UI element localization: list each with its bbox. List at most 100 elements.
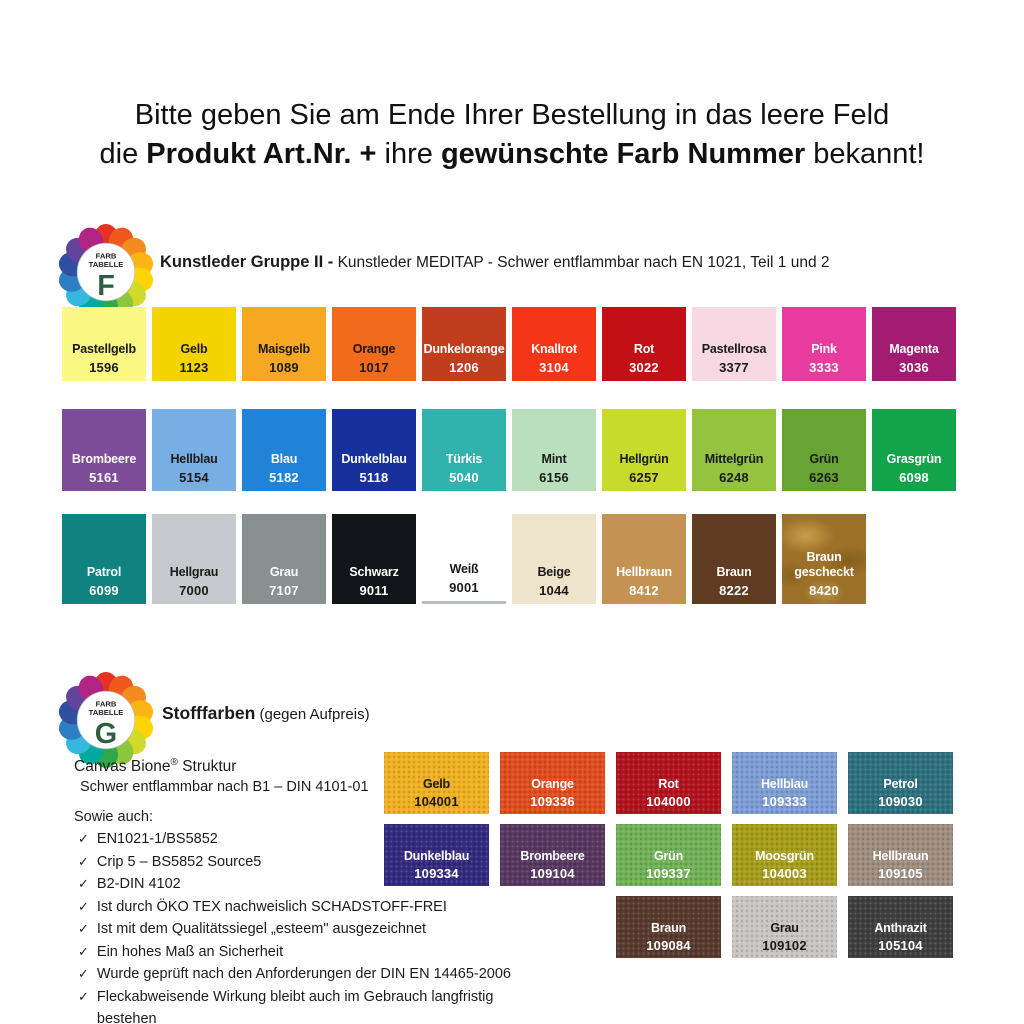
svg-text:FARB: FARB (96, 700, 117, 709)
swatch-code: 6156 (539, 470, 569, 485)
swatch-gelb-1123: Gelb 1123 (152, 307, 236, 381)
swatch-code: 109030 (878, 794, 923, 809)
certification-item: ✓ EN1021-1/BS5852 (74, 828, 544, 851)
list-intro: Sowie auch: (74, 809, 153, 826)
swatch-name: Rot (658, 776, 679, 791)
certification-text: Ein hohes Maß an Sicherheit (96, 943, 284, 960)
swatch-hellblau-5154: Hellblau 5154 (152, 409, 236, 491)
certification-item: ✓ B2-DIN 4102 (74, 873, 544, 896)
swatch-code: 5154 (179, 470, 209, 485)
swatch-braun-8222: Braun 8222 (692, 514, 776, 604)
swatch-name: Moosgrün (755, 848, 814, 863)
swatch-name: Hellgrau (169, 564, 219, 579)
swatch-row: Brombeere 5161 Hellblau 5154 Blau 5182 Dunkelb… (62, 409, 956, 491)
instruction-line1: Bitte geben Sie am Ende Ihrer Bestellung… (134, 99, 890, 131)
swatch-name: Hellblau (760, 776, 809, 791)
swatch-mint-6156: Mint 6156 (512, 409, 596, 491)
swatch-name: Gelb (180, 341, 208, 356)
farbtabelle-g-logo: FARB TABELLE G (58, 672, 154, 768)
swatch-orange-109336: Orange 109336 (500, 752, 605, 814)
swatch-name: Pastellrosa (701, 341, 767, 356)
swatch-code: 5182 (269, 470, 299, 485)
kunstleder-swatch-grid: Pastellgelb 1596 Gelb 1123 Maisgelb 1089 Orang… (62, 307, 956, 604)
certification-list: ✓ EN1021-1/BS5852 ✓ Crip 5 – BS5852 Source5… (74, 828, 544, 1024)
swatch-row: Gelb 104001 Orange 109336 Rot 104000 Hellblau 1… (384, 752, 953, 814)
swatch-braun-gescheckt-8420: Braun gescheckt 8420 (782, 514, 866, 604)
swatch-name: Schwarz (349, 564, 399, 579)
section-g-title: Stofffarben (gegen Aufpreis) (162, 703, 370, 723)
swatch-name: Rot (633, 341, 655, 356)
swatch-hellgr-n-6257: Hellgrün 6257 (602, 409, 686, 491)
certification-item: ✓ Ist durch ÖKO TEX nachweislich SCHADSTO… (74, 896, 544, 919)
swatch-row: Pastellgelb 1596 Gelb 1123 Maisgelb 1089 Orang… (62, 307, 956, 381)
swatch-brombeere-109104: Brombeere 109104 (500, 824, 605, 886)
swatch-name: Patrol (86, 564, 122, 579)
swatch-hellblau-109333: Hellblau 109333 (732, 752, 837, 814)
svg-text:F: F (97, 270, 115, 302)
swatch-code: 6257 (629, 470, 659, 485)
swatch-name: Pastellgelb (72, 341, 136, 356)
swatch-rot-104000: Rot 104000 (616, 752, 721, 814)
swatch-code: 6263 (809, 470, 839, 485)
swatch-code: 3333 (809, 360, 839, 375)
swatch-moosgr-n-104003: Moosgrün 104003 (732, 824, 837, 886)
swatch-name: Braun (716, 564, 752, 579)
swatch-code: 104000 (646, 794, 691, 809)
certification-text: EN1021-1/BS5852 (96, 831, 218, 848)
canvas-subheading: Schwer entflammbar nach B1 – DIN 4101-01 (80, 779, 369, 796)
swatch-code: 1596 (89, 360, 119, 375)
swatch-row: Dunkelblau 109334 Brombeere 109104 Grün 10933… (384, 824, 953, 886)
swatch-code: 109333 (762, 794, 807, 809)
certification-text: Crip 5 – BS5852 Source5 (96, 853, 262, 870)
swatch-name: Hellbraun (872, 848, 929, 863)
swatch-code: 5118 (359, 470, 389, 485)
certification-text: Fleckabweisende Wirkung bleibt auch im G… (96, 988, 494, 1024)
swatch-row: Braun 109084 Grau 109102 Anthrazit 105104 (384, 896, 953, 958)
swatch-schwarz-9011: Schwarz 9011 (332, 514, 416, 604)
swatch-name: Brombeere (71, 451, 137, 466)
swatch-code: 1044 (539, 583, 569, 598)
swatch-code: 1123 (179, 360, 209, 375)
swatch-dunkelblau-109334: Dunkelblau 109334 (384, 824, 489, 886)
swatch-code: 9001 (449, 580, 479, 595)
swatch-name: Orange (352, 341, 396, 356)
swatch-grau-109102: Grau 109102 (732, 896, 837, 958)
swatch-name: Brombeere (520, 848, 585, 863)
swatch-gelb-104001: Gelb 104001 (384, 752, 489, 814)
certification-item: ✓ Ein hohes Maß an Sicherheit (74, 941, 544, 964)
swatch-knallrot-3104: Knallrot 3104 (512, 307, 596, 381)
swatch-code: 109334 (414, 866, 459, 881)
order-instruction-text: Bitte geben Sie am Ende Ihrer Bestellung… (0, 96, 1024, 174)
canvas-info-block: Canvas Bione® Struktur Schwer entflammba… (74, 757, 544, 1024)
checkmark-icon: ✓ (78, 921, 89, 937)
swatch-name: Hellblau (170, 451, 218, 466)
swatch-brombeere-5161: Brombeere 5161 (62, 409, 146, 491)
swatch-name: Maisgelb (258, 341, 310, 356)
section-f-title: Kunstleder Gruppe II - Kunstleder MEDITA… (160, 253, 830, 271)
swatch-code: 5161 (89, 470, 119, 485)
swatch-orange-1017: Orange 1017 (332, 307, 416, 381)
certification-text: Ist durch ÖKO TEX nachweislich SCHADSTOF… (96, 898, 447, 915)
swatch-name: Braun gescheckt (794, 550, 854, 579)
swatch-name: Petrol (883, 776, 918, 791)
swatch-braun-109084: Braun 109084 (616, 896, 721, 958)
certification-text: B2-DIN 4102 (96, 876, 181, 893)
swatch-name: Grün (653, 848, 684, 863)
swatch-name: Grau (770, 920, 799, 935)
swatch-magenta-3036: Magenta 3036 (872, 307, 956, 381)
instruction-line2: die Produkt Art.Nr. + ihre gewünschte Fa… (99, 138, 925, 170)
swatch-code: 104001 (414, 794, 459, 809)
svg-text:FARB: FARB (96, 252, 117, 261)
swatch-code: 105104 (878, 938, 923, 953)
swatch-code: 109105 (878, 866, 923, 881)
swatch-name: Grasgrün (886, 451, 942, 466)
swatch-gr-n-109337: Grün 109337 (616, 824, 721, 886)
farbtabelle-f-logo: FARB TABELLE F (58, 224, 154, 320)
swatch-name: Magenta (889, 341, 939, 356)
swatch-name: Orange (531, 776, 574, 791)
swatch-name: Beige (537, 564, 571, 579)
swatch-code: 5040 (449, 470, 479, 485)
certification-item: ✓ Fleckabweisende Wirkung bleibt auch im … (74, 986, 544, 1024)
swatch-gr-n-6263: Grün 6263 (782, 409, 866, 491)
